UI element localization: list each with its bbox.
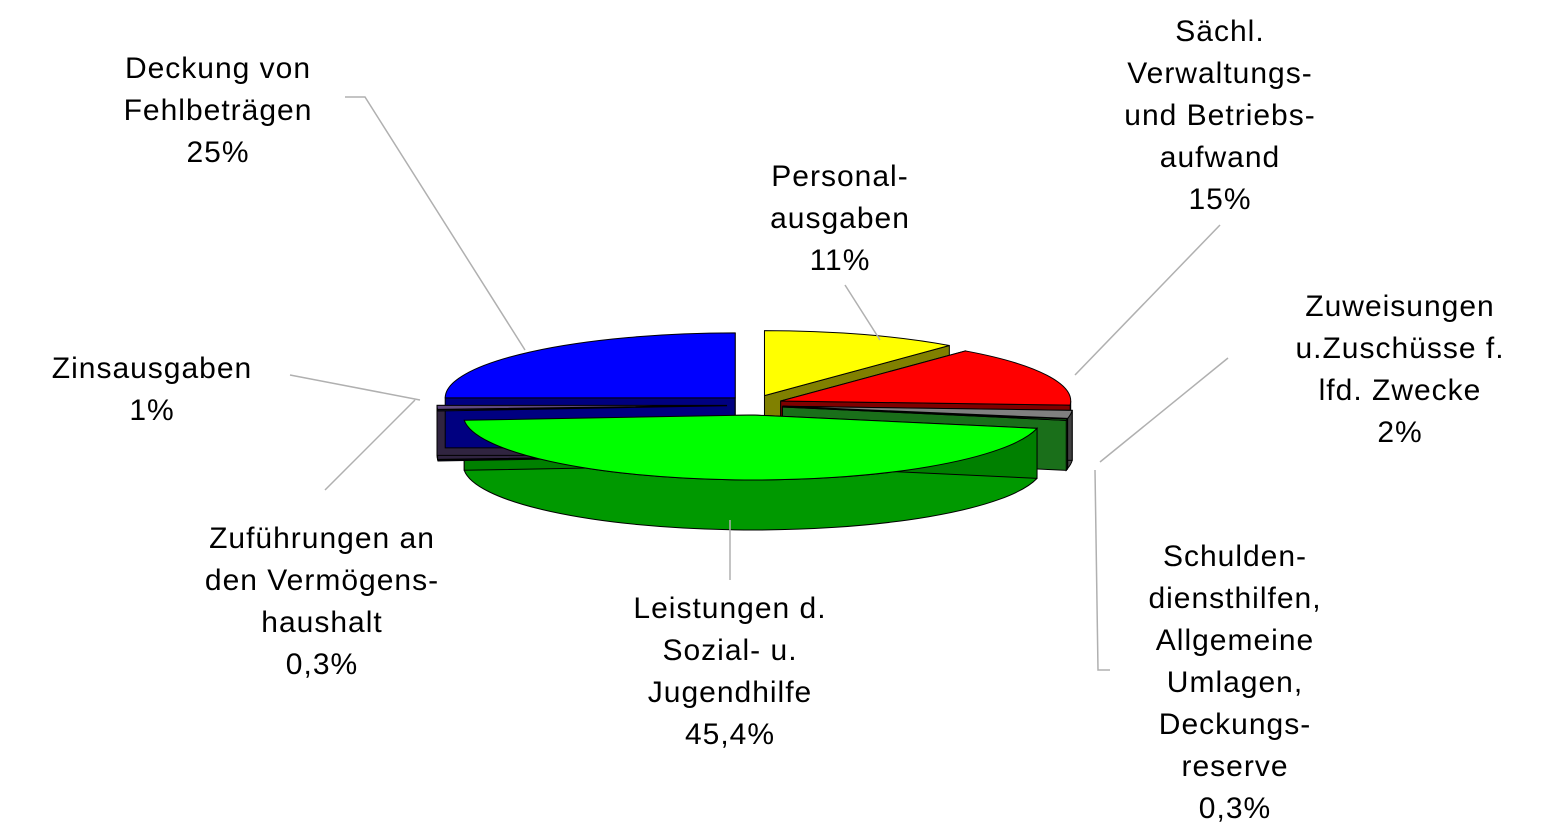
slice-label: Schulden-diensthilfen, Allgemeine Umlagen,… <box>1148 540 1321 783</box>
label-line: den Vermögens- <box>205 564 439 597</box>
label-line: reserve <box>1181 750 1288 783</box>
label-line: Sozial- u. <box>662 634 797 667</box>
leader-line <box>1094 469 1110 671</box>
slice-top <box>763 330 950 397</box>
slice-label: Zuweisungen u.Zuschüsse f. lfd. Zwecke <box>1295 290 1504 407</box>
value-label: 2% <box>1377 416 1422 449</box>
slice-label: Personal-ausgaben <box>770 160 910 235</box>
value-label: 25% <box>186 136 249 169</box>
leader-line <box>1074 224 1221 376</box>
label-line: Umlagen, <box>1167 666 1303 699</box>
slice-label: Deckung von Fehlbeträgen <box>124 52 313 127</box>
value-label: 1% <box>129 394 174 427</box>
label-line: haushalt <box>261 606 382 639</box>
label-line: Fehlbeträgen <box>124 94 313 127</box>
label-line: diensthilfen, <box>1148 582 1321 615</box>
label-line: Allgemeine <box>1156 624 1314 657</box>
leader-line <box>844 284 881 341</box>
leader-line <box>289 374 421 401</box>
label-line: lfd. Zwecke <box>1319 374 1482 407</box>
value-label: 0,3% <box>1199 792 1271 822</box>
slice-top <box>780 350 1072 406</box>
slice-label: Zuführungen an den Vermögens-haushalt <box>205 522 439 639</box>
label-line: Zinsausgaben <box>52 352 252 385</box>
label-line: Verwaltungs- <box>1127 57 1312 90</box>
slice-top <box>444 332 736 399</box>
slice-label: Sächl. Verwaltungs-und Betriebs-aufwand <box>1124 15 1315 174</box>
slice-top <box>463 414 1039 481</box>
value-label: 0,3% <box>286 648 358 681</box>
value-label: 45,4% <box>685 718 775 751</box>
value-label: 11% <box>810 244 871 277</box>
label-line: Personal- <box>771 160 908 193</box>
label-line: u.Zuschüsse f. <box>1295 332 1504 365</box>
label-line: Jugendhilfe <box>648 676 812 709</box>
label-line: Zuführungen an <box>209 522 435 555</box>
label-line: aufwand <box>1160 141 1280 174</box>
label-line: Deckung von <box>125 52 311 85</box>
label-line: ausgaben <box>770 202 910 235</box>
leader-line <box>324 399 416 491</box>
slice-tops <box>436 330 1073 481</box>
label-line: Leistungen d. <box>633 592 826 625</box>
leader-line <box>345 96 526 351</box>
slice-top <box>436 404 728 410</box>
value-label: 15% <box>1188 183 1251 216</box>
label-line: Sächl. <box>1175 15 1264 48</box>
slice-label: Leistungen d. Sozial- u. Jugendhilfe <box>633 592 826 709</box>
label-line: Zuweisungen <box>1305 290 1494 323</box>
slice-top <box>782 406 1069 421</box>
label-line: Deckungs- <box>1159 708 1311 741</box>
slice-top <box>782 405 1073 419</box>
slice-label: Zinsausgaben <box>52 352 252 385</box>
label-line: und Betriebs- <box>1124 99 1315 132</box>
label-line: Schulden- <box>1163 540 1307 573</box>
leader-line <box>1099 357 1229 463</box>
